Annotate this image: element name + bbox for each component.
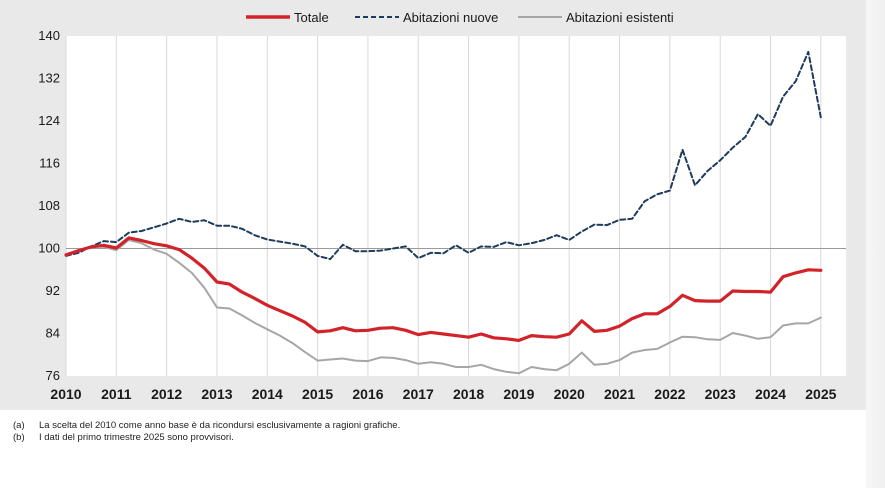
x-tick-label: 2016 <box>352 386 383 402</box>
plot-area <box>66 36 846 376</box>
footnotes: (a) La scelta del 2010 come anno base è … <box>13 420 400 444</box>
gridlines <box>65 36 822 376</box>
series-line-totale <box>64 236 823 342</box>
y-tick-label: 116 <box>39 156 60 171</box>
y-tick-label: 132 <box>38 71 60 86</box>
y-tick-label: 124 <box>38 113 60 128</box>
y-tick-label: 92 <box>46 283 60 298</box>
footnote-key: (b) <box>13 432 25 443</box>
y-tick-label: 108 <box>38 198 60 213</box>
series-line-abitazioni-nuove <box>65 50 822 261</box>
x-tick-label: 2021 <box>604 386 635 402</box>
x-tick-label: 2014 <box>252 386 283 402</box>
y-tick-label: 76 <box>46 368 60 383</box>
x-tick-label: 2013 <box>201 386 232 402</box>
x-tick-label: 2019 <box>503 386 534 402</box>
x-tick-label: 2012 <box>151 386 182 402</box>
y-axis: 76 84 92 100 108 116 124 132 140 <box>38 28 60 383</box>
series-lines <box>64 50 823 375</box>
legend: Totale Abitazioni nuove Abitazioni esisten… <box>246 10 674 25</box>
footnote-text: La scelta del 2010 come anno base è da r… <box>39 420 401 431</box>
footnote-key: (a) <box>13 420 25 431</box>
x-tick-label: 2011 <box>101 386 132 402</box>
y-tick-label: 84 <box>46 326 60 341</box>
x-tick-label: 2020 <box>554 386 585 402</box>
series-line-abitazioni-esistenti <box>65 239 822 375</box>
footnote-a: (a) La scelta del 2010 come anno base è … <box>13 420 400 432</box>
x-tick-label: 2025 <box>805 386 836 402</box>
legend-label: Abitazioni esistenti <box>566 10 674 25</box>
x-tick-label: 2023 <box>705 386 736 402</box>
x-tick-label: 2018 <box>453 386 484 402</box>
y-tick-label: 100 <box>38 241 60 256</box>
legend-label: Totale <box>294 10 329 25</box>
chart-panel: 76 84 92 100 108 116 124 132 140 2010 2011 2012 201… <box>0 0 866 410</box>
legend-label: Abitazioni nuove <box>403 10 498 25</box>
footnote-text: I dati del primo trimestre 2025 sono pro… <box>39 432 234 443</box>
footnote-b: (b) I dati del primo trimestre 2025 sono… <box>13 432 400 444</box>
x-tick-label: 2010 <box>50 386 81 402</box>
page-edge-shadow <box>866 0 885 488</box>
x-axis: 2010 2011 2012 2013 2014 2015 2016 2017 2018 2019… <box>50 386 836 402</box>
y-tick-label: 140 <box>38 28 60 43</box>
x-tick-label: 2022 <box>654 386 685 402</box>
x-tick-label: 2017 <box>403 386 434 402</box>
x-tick-label: 2015 <box>302 386 333 402</box>
x-tick-label: 2024 <box>755 386 786 402</box>
